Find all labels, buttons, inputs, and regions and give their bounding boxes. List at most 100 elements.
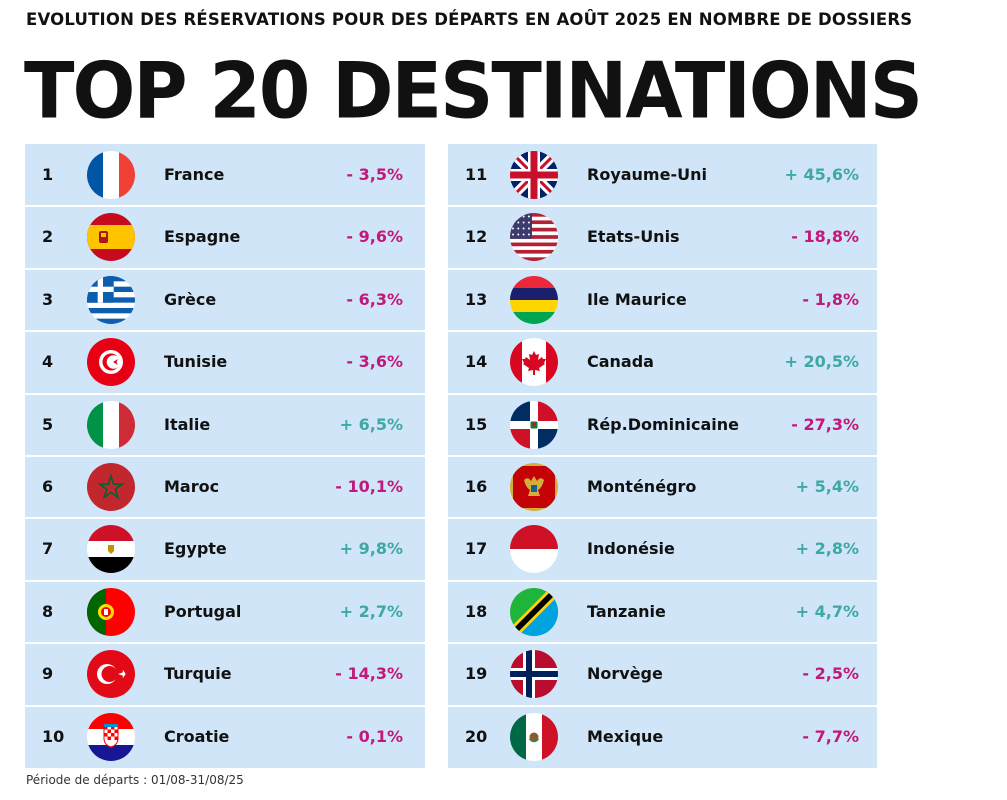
rank-label: 20 bbox=[465, 726, 488, 746]
rank-label: 4 bbox=[42, 352, 54, 372]
change-value: - 1,8% bbox=[802, 289, 859, 309]
gb-flag-icon bbox=[510, 151, 558, 199]
change-value: - 0,1% bbox=[346, 726, 403, 746]
rank-label: 19 bbox=[465, 664, 488, 684]
rank-label: 9 bbox=[42, 664, 54, 684]
change-value: + 9,8% bbox=[339, 539, 403, 559]
rank-label: 16 bbox=[465, 477, 488, 496]
country-name: Ile Maurice bbox=[587, 289, 687, 309]
rank-label: 17 bbox=[465, 539, 488, 559]
country-name: Etats-Unis bbox=[587, 227, 680, 247]
rank-label: 12 bbox=[465, 227, 488, 247]
rank-label: 15 bbox=[465, 414, 488, 434]
change-value: + 2,7% bbox=[339, 601, 403, 621]
tn-flag-icon bbox=[87, 338, 135, 387]
table-row: 12 Etats-Unis - 18,8% bbox=[448, 206, 877, 268]
country-name: Tanzanie bbox=[587, 601, 666, 621]
rank-label: 11 bbox=[465, 165, 488, 184]
change-value: - 14,3% bbox=[335, 664, 403, 684]
row-divider bbox=[25, 642, 425, 645]
row-divider bbox=[25, 517, 425, 520]
country-name: Rép.Dominicaine bbox=[587, 414, 740, 434]
table-row: 16 Monténégro + 5,4% bbox=[448, 456, 877, 518]
change-value: + 45,6% bbox=[784, 165, 859, 184]
country-name: France bbox=[164, 165, 225, 184]
gr-flag-icon bbox=[87, 275, 135, 324]
country-name: Mexique bbox=[587, 726, 664, 746]
table-row: 6 Maroc - 10,1% bbox=[25, 456, 425, 518]
row-divider bbox=[448, 330, 877, 333]
row-divider bbox=[448, 392, 877, 395]
mu-flag-icon bbox=[510, 275, 558, 324]
chart-title: TOP 20 DESTINATIONS bbox=[24, 46, 923, 137]
fr-flag-icon bbox=[87, 151, 135, 199]
rank-label: 10 bbox=[42, 726, 65, 746]
change-value: + 5,4% bbox=[795, 477, 859, 496]
country-name: Indonésie bbox=[587, 539, 675, 559]
table-row: 17 Indonésie + 2,8% bbox=[448, 518, 877, 580]
rank-label: 7 bbox=[42, 539, 54, 559]
table-row: 2 Espagne - 9,6% bbox=[25, 206, 425, 268]
row-divider bbox=[448, 267, 877, 270]
change-value: - 10,1% bbox=[335, 477, 403, 496]
table-row: 3 Grèce - 6,3% bbox=[25, 269, 425, 331]
country-name: Norvège bbox=[587, 664, 663, 684]
row-divider bbox=[448, 455, 877, 457]
rank-label: 1 bbox=[42, 165, 54, 184]
row-divider bbox=[25, 267, 425, 270]
country-name: Tunisie bbox=[164, 352, 228, 372]
id-flag-icon bbox=[510, 525, 558, 574]
rank-label: 13 bbox=[465, 289, 488, 309]
row-divider bbox=[25, 455, 425, 457]
country-name: Egypte bbox=[164, 539, 227, 559]
ma-flag-icon bbox=[87, 463, 135, 511]
table-row: 9 Turquie - 14,3% bbox=[25, 643, 425, 705]
rank-label: 3 bbox=[42, 289, 54, 309]
mx-flag-icon bbox=[510, 712, 558, 761]
es-flag-icon bbox=[87, 213, 135, 262]
table-row: 10 Croatie - 0,1% bbox=[25, 706, 425, 768]
row-divider bbox=[25, 392, 425, 395]
table-row: 15 Rép.Dominicaine - 27,3% bbox=[448, 394, 877, 456]
country-name: Monténégro bbox=[587, 477, 697, 496]
row-divider bbox=[25, 330, 425, 333]
country-name: Croatie bbox=[164, 726, 230, 746]
rank-label: 6 bbox=[42, 477, 54, 496]
country-name: Italie bbox=[164, 414, 211, 434]
row-divider bbox=[448, 579, 877, 582]
row-divider bbox=[25, 579, 425, 582]
table-row: 13 Ile Maurice - 1,8% bbox=[448, 269, 877, 331]
change-value: - 27,3% bbox=[791, 414, 859, 434]
row-divider bbox=[448, 642, 877, 645]
rank-label: 14 bbox=[465, 352, 488, 372]
change-value: - 2,5% bbox=[802, 664, 859, 684]
row-divider bbox=[448, 205, 877, 208]
me-flag-icon bbox=[510, 463, 558, 511]
hr-flag-icon bbox=[87, 712, 135, 761]
tr-flag-icon bbox=[87, 650, 135, 699]
table-row: 19 Norvège - 2,5% bbox=[448, 643, 877, 705]
table-row: 7 Egypte + 9,8% bbox=[25, 518, 425, 580]
rank-label: 8 bbox=[42, 601, 54, 621]
do-flag-icon bbox=[510, 400, 558, 449]
change-value: - 18,8% bbox=[791, 227, 859, 247]
country-name: Portugal bbox=[164, 601, 242, 621]
table-row: 20 Mexique - 7,7% bbox=[448, 706, 877, 768]
it-flag-icon bbox=[87, 400, 135, 449]
eg-flag-icon bbox=[87, 525, 135, 574]
change-value: + 20,5% bbox=[784, 352, 859, 372]
country-name: Turquie bbox=[164, 664, 232, 684]
change-value: - 3,5% bbox=[346, 165, 403, 184]
change-value: + 4,7% bbox=[795, 601, 859, 621]
rank-label: 2 bbox=[42, 227, 54, 247]
country-name: Royaume-Uni bbox=[587, 165, 707, 184]
destinations-table-right: 11 Royaume-Uni + 45,6% 12 Etats-Unis - 18,8% 1… bbox=[448, 144, 877, 768]
ca-flag-icon bbox=[510, 338, 558, 387]
tz-flag-icon bbox=[510, 587, 558, 636]
change-value: - 6,3% bbox=[346, 289, 403, 309]
row-divider bbox=[25, 205, 425, 208]
pt-flag-icon bbox=[87, 587, 135, 636]
country-name: Maroc bbox=[164, 477, 220, 496]
rank-label: 18 bbox=[465, 601, 488, 621]
change-value: + 6,5% bbox=[339, 414, 403, 434]
